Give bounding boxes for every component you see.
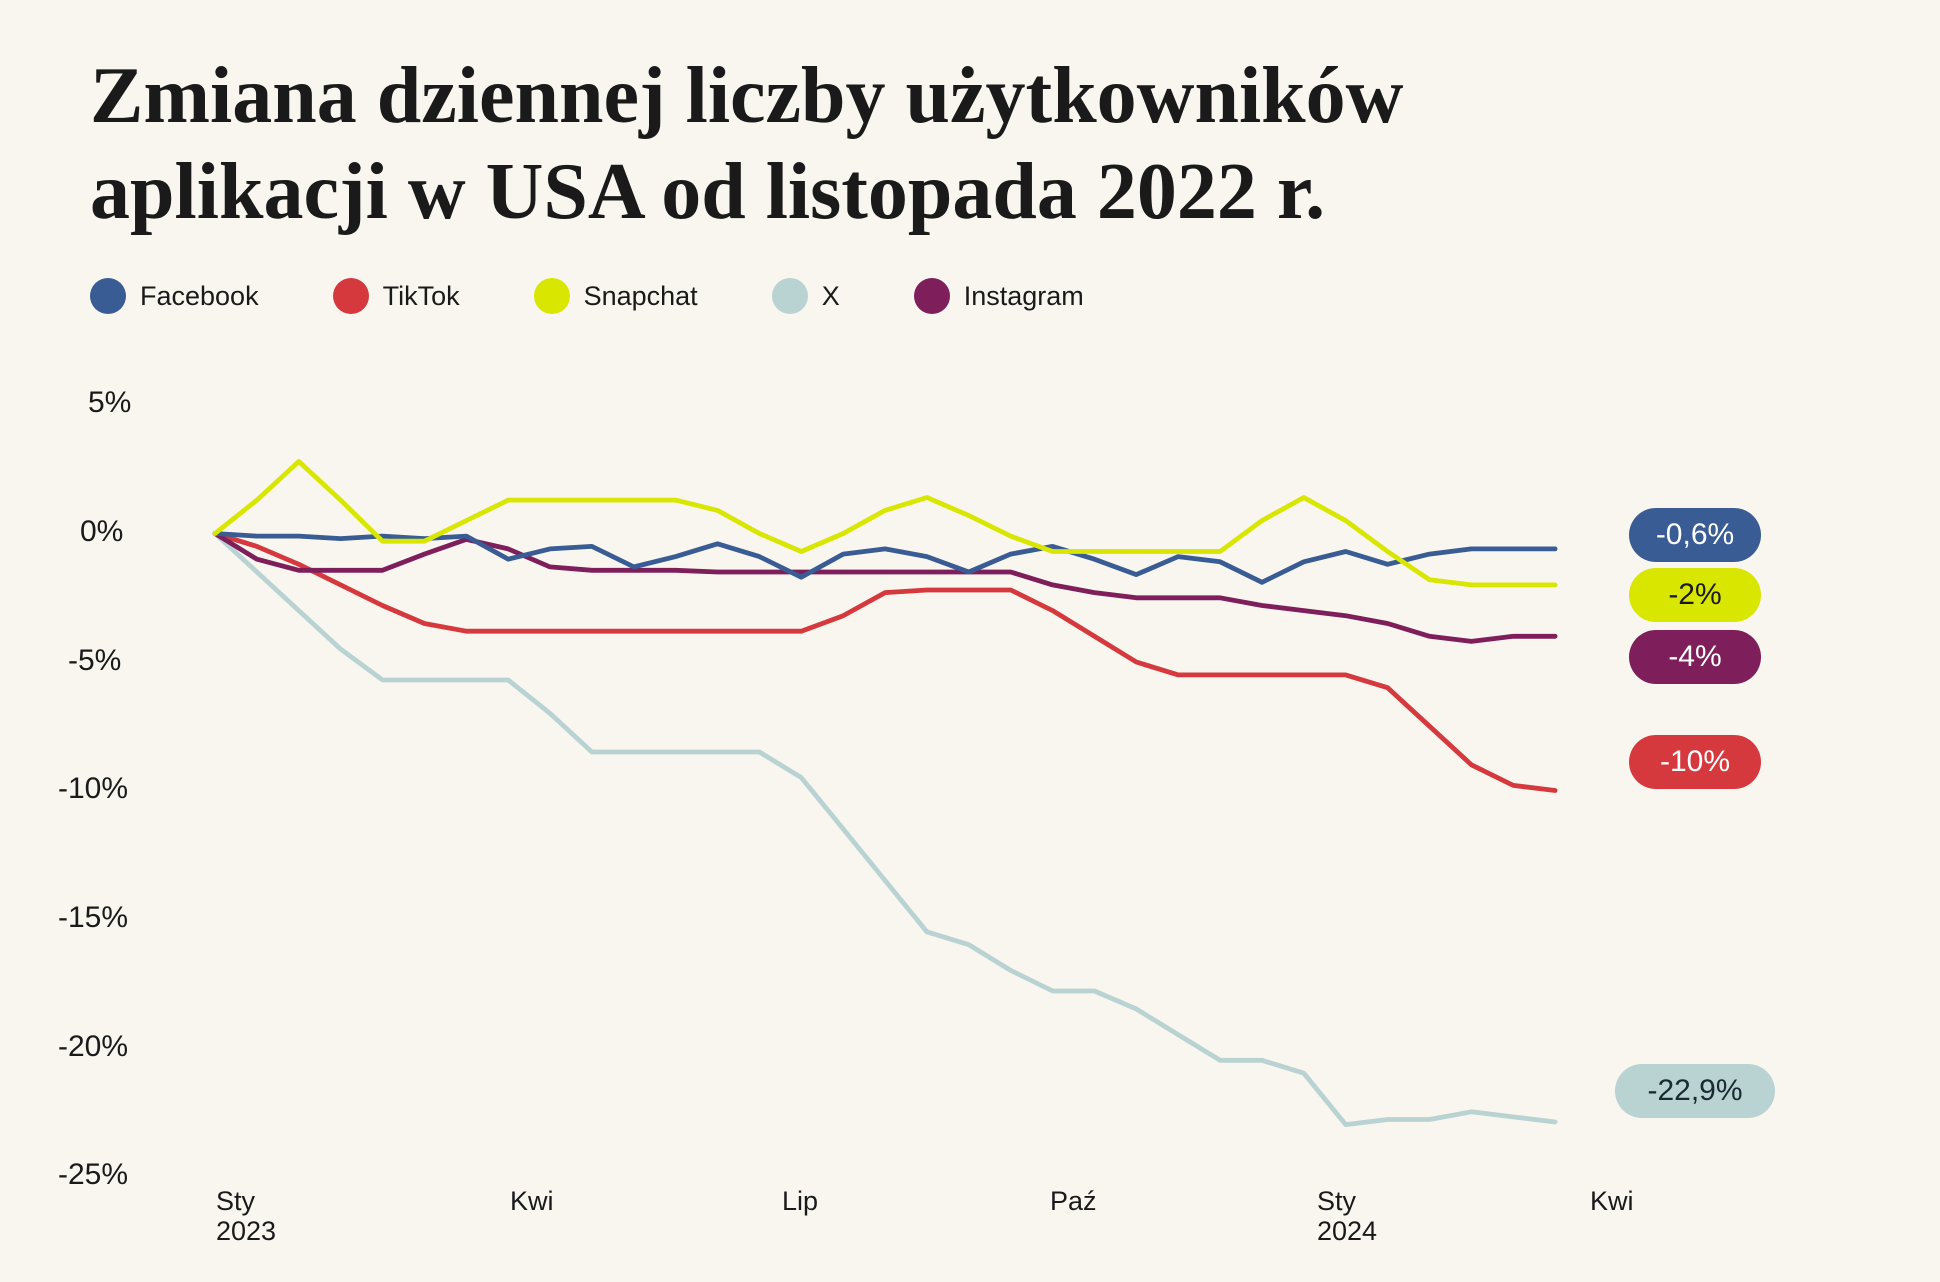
svg-text:2024: 2024 <box>1317 1216 1377 1246</box>
svg-text:Kwi: Kwi <box>510 1186 554 1216</box>
svg-text:5%: 5% <box>88 386 131 419</box>
svg-text:-2%: -2% <box>1668 578 1721 611</box>
svg-text:-5%: -5% <box>68 644 121 677</box>
svg-text:-20%: -20% <box>58 1030 128 1063</box>
svg-text:Sty: Sty <box>216 1186 256 1216</box>
svg-text:Kwi: Kwi <box>1590 1186 1634 1216</box>
svg-text:Paź: Paź <box>1050 1186 1097 1216</box>
svg-text:-0,6%: -0,6% <box>1656 518 1734 551</box>
svg-text:-25%: -25% <box>58 1158 128 1191</box>
svg-text:-22,9%: -22,9% <box>1647 1074 1742 1107</box>
svg-text:-10%: -10% <box>1660 745 1730 778</box>
svg-text:Sty: Sty <box>1317 1186 1357 1216</box>
svg-text:0%: 0% <box>80 515 123 548</box>
svg-text:Lip: Lip <box>782 1186 818 1216</box>
svg-text:-10%: -10% <box>58 772 128 805</box>
svg-text:-15%: -15% <box>58 901 128 934</box>
svg-text:-4%: -4% <box>1668 640 1721 673</box>
svg-text:2023: 2023 <box>216 1216 276 1246</box>
